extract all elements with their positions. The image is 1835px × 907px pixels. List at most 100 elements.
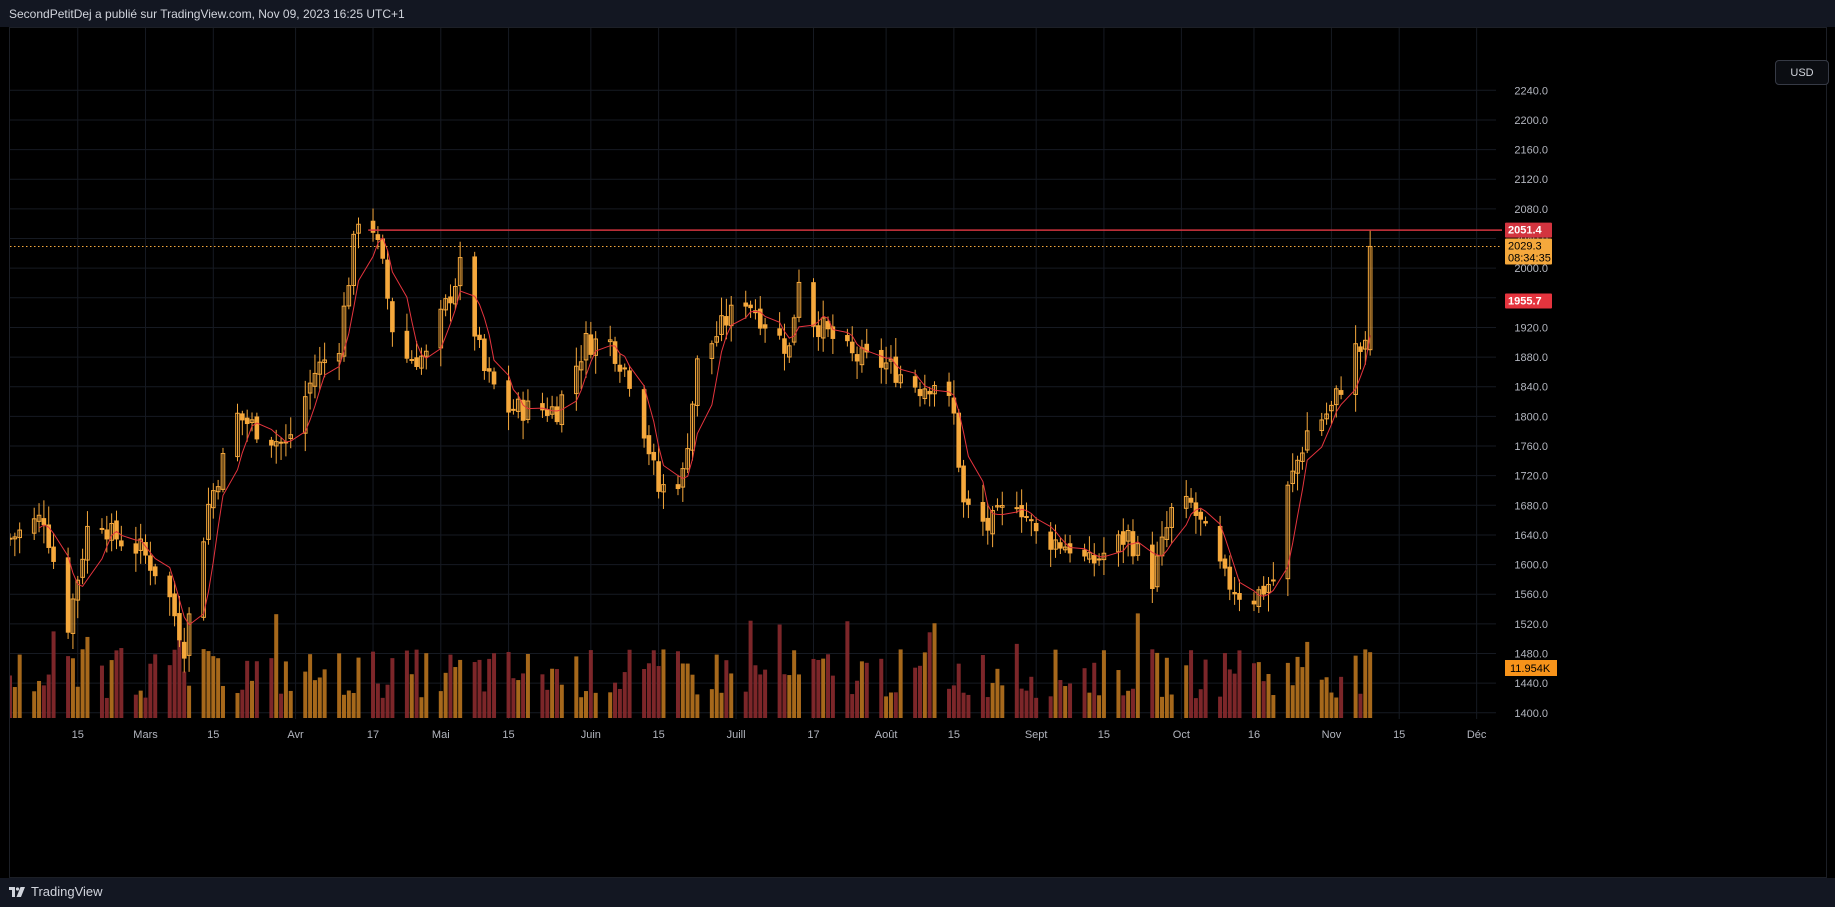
volume-bar	[1048, 696, 1053, 718]
price-label-text: 2051.4	[1508, 225, 1543, 237]
candle-body	[1125, 529, 1131, 542]
price-label-text: 1955.7	[1508, 295, 1542, 307]
candle-body	[995, 505, 1000, 508]
volume-bar	[143, 697, 148, 718]
chart-frame[interactable]: 1400.0 1440.0 1480.0 1520.0 1560.0 1600.0 1640…	[9, 27, 1829, 879]
volume-bar	[472, 662, 477, 718]
volume-bar	[1058, 680, 1063, 718]
candle-body	[845, 335, 850, 342]
y-tick-label: 2000.0	[1514, 263, 1548, 275]
volume-bar	[385, 684, 390, 718]
candle-body	[719, 315, 724, 335]
volume-bar	[816, 659, 821, 718]
candle-body	[254, 416, 260, 440]
candle-body	[385, 259, 390, 299]
candle-body	[1295, 459, 1300, 474]
y-tick-label: 1440.0	[1514, 678, 1548, 690]
price-label-bg	[1505, 238, 1552, 265]
volume-bar	[288, 690, 293, 718]
candle-body	[10, 537, 13, 540]
volume-bar	[443, 672, 448, 718]
candle-body	[269, 439, 274, 446]
volume-bar	[250, 680, 255, 718]
candle-body	[1120, 531, 1126, 545]
x-tick-label: Sept	[1025, 729, 1048, 741]
volume-bar	[312, 680, 317, 718]
candle-body	[511, 408, 516, 411]
candle-body	[1150, 544, 1155, 589]
volume-bar	[1363, 649, 1368, 718]
volume-bar	[322, 669, 327, 718]
candle-body	[777, 328, 782, 336]
volume-label-text: 11.954K	[1510, 663, 1551, 675]
x-tick-label: Avr	[287, 729, 304, 741]
candle-body	[41, 518, 47, 526]
volume-bar	[254, 661, 259, 718]
volume-bar	[719, 692, 724, 718]
volume-bar	[855, 680, 860, 718]
y-tick-label: 2120.0	[1514, 174, 1548, 186]
volume-bar	[41, 685, 46, 718]
volume-bar	[1203, 659, 1208, 718]
volume-bar	[796, 674, 801, 718]
candle-body	[757, 308, 763, 329]
brand-logo[interactable]: TradingView	[9, 884, 103, 899]
y-tick-label: 1520.0	[1514, 619, 1548, 631]
candle-body	[486, 368, 492, 372]
volume-bar	[695, 694, 700, 718]
volume-bar	[913, 667, 918, 718]
x-tick-label: 15	[948, 729, 960, 741]
candle-body	[453, 286, 458, 305]
candle-body	[1363, 339, 1368, 350]
volume-bar	[947, 688, 952, 718]
volume-bar	[46, 674, 51, 718]
volume-bar	[308, 654, 313, 718]
volume-bar	[651, 650, 656, 718]
candle-body	[119, 540, 124, 547]
volume-bar	[642, 669, 647, 718]
candle-body	[830, 326, 836, 339]
x-tick-label: Nov	[1322, 729, 1342, 741]
candle-body	[898, 374, 903, 384]
candle-body	[1333, 388, 1339, 406]
volume-bar	[419, 697, 424, 718]
volume-bar	[980, 655, 985, 718]
volume-bar	[482, 691, 487, 718]
volume-bar	[269, 658, 274, 718]
volume-bar	[753, 665, 758, 718]
y-tick-label: 1560.0	[1514, 589, 1548, 601]
candle-body	[1024, 515, 1029, 518]
candle-body	[864, 343, 870, 353]
volume-bar	[70, 658, 75, 718]
candle-body	[409, 358, 415, 361]
candle-body	[138, 538, 143, 551]
price-chart[interactable]: 1400.0 1440.0 1480.0 1520.0 1560.0 1600.0 1640…	[10, 28, 1828, 879]
volume-bar	[1184, 665, 1189, 718]
volume-bar	[448, 654, 453, 718]
volume-bar	[777, 624, 782, 718]
volume-bar	[1189, 650, 1194, 718]
currency-button[interactable]: USD	[1775, 60, 1829, 85]
volume-bar	[346, 690, 351, 718]
candle-body	[312, 372, 318, 387]
volume-bar	[1353, 655, 1358, 718]
volume-bar	[240, 689, 245, 718]
volume-bar	[201, 649, 206, 718]
volume-bar	[627, 649, 632, 718]
candle-body	[356, 223, 361, 234]
volume-bar	[424, 653, 429, 718]
volume-bar	[1029, 676, 1034, 718]
volume-bar	[811, 658, 816, 718]
volume-bar	[729, 673, 734, 718]
candle-body	[966, 498, 971, 505]
y-tick-label: 1840.0	[1514, 382, 1548, 394]
volume-bar	[371, 651, 376, 718]
volume-bar	[211, 656, 216, 718]
y-tick-label: 1400.0	[1514, 708, 1548, 720]
volume-bar	[758, 674, 763, 718]
volume-bar	[1368, 652, 1373, 718]
candle-body	[177, 613, 182, 641]
volume-bar	[966, 694, 971, 718]
volume-bar	[1295, 656, 1300, 718]
candle-body	[1058, 542, 1063, 549]
